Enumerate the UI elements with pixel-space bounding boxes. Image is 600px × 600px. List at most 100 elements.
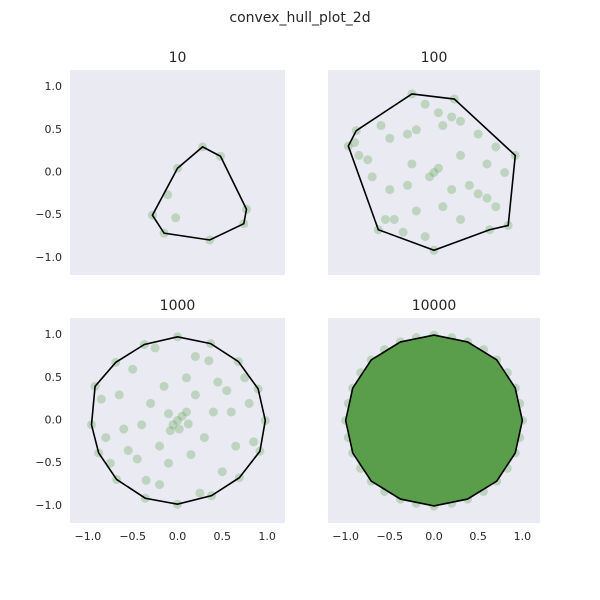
point	[473, 189, 483, 199]
plot-area	[70, 318, 285, 523]
point	[420, 99, 430, 109]
point	[222, 386, 232, 396]
point	[500, 168, 510, 177]
points	[341, 330, 527, 511]
point	[411, 125, 421, 135]
point	[101, 433, 111, 443]
point	[438, 121, 448, 131]
point	[380, 486, 390, 496]
point	[447, 112, 457, 122]
x-tick-label: 1.0	[258, 530, 276, 543]
convex-hull	[151, 145, 248, 241]
point	[407, 159, 417, 169]
y-tick-label: 0.0	[45, 414, 63, 427]
point	[190, 390, 200, 400]
point	[403, 129, 412, 139]
x-tick-label: 0.0	[169, 530, 187, 543]
plot-area	[70, 70, 285, 275]
convex-hull	[344, 334, 524, 507]
point	[168, 420, 178, 430]
y-tick-label: 0.5	[45, 123, 63, 136]
point	[164, 458, 174, 468]
convex-hull	[347, 93, 517, 252]
subplot-title: 100	[421, 50, 448, 66]
point	[199, 433, 209, 443]
y-tick-label: −1.0	[35, 499, 62, 512]
point	[403, 180, 412, 190]
point	[502, 368, 512, 378]
point	[398, 227, 408, 237]
point	[141, 475, 151, 485]
point	[447, 185, 457, 195]
y-tick-label: 1.0	[45, 80, 63, 93]
point	[164, 409, 174, 419]
point	[482, 159, 492, 169]
y-tick-label: −1.0	[35, 251, 62, 264]
plot-area	[328, 70, 540, 275]
x-tick-label: −1.0	[332, 530, 359, 543]
subplot: 10000 −1.0 −0.5 0.0 0.5 1.0	[328, 298, 540, 543]
point	[123, 445, 133, 455]
point	[128, 364, 138, 374]
point	[502, 463, 512, 473]
point	[491, 202, 501, 212]
point	[226, 407, 236, 417]
point	[150, 343, 160, 353]
point	[429, 168, 439, 177]
point	[181, 407, 191, 417]
x-tick-label: 0.5	[214, 530, 232, 543]
subplot-title: 1000	[160, 298, 196, 314]
point	[137, 420, 147, 430]
point	[482, 193, 492, 203]
point	[420, 232, 430, 242]
point	[204, 356, 214, 366]
point	[376, 121, 386, 131]
point	[155, 480, 165, 490]
point	[181, 373, 191, 383]
points	[147, 142, 251, 245]
subplot: 10 −1.0 −0.5 0.0 0.5 1.0	[35, 50, 285, 275]
point	[217, 467, 227, 477]
point	[363, 155, 373, 165]
points	[343, 89, 520, 255]
point	[478, 486, 488, 496]
point	[190, 351, 200, 361]
x-tick-label: 0.0	[425, 530, 443, 543]
point	[183, 419, 193, 429]
subplot-title: 10000	[412, 298, 457, 314]
point	[231, 441, 241, 451]
point	[411, 206, 421, 216]
subplot-title: 10	[169, 50, 187, 66]
point	[456, 214, 465, 224]
point-mass	[345, 335, 523, 506]
point	[367, 172, 377, 182]
point	[473, 129, 483, 139]
x-tick-label: 0.5	[469, 530, 487, 543]
figure-title: convex_hull_plot_2d	[229, 10, 370, 26]
point	[177, 411, 187, 421]
y-tick-label: −0.5	[35, 208, 62, 221]
point	[456, 150, 465, 160]
points	[87, 332, 270, 509]
point	[456, 116, 465, 126]
point	[119, 424, 129, 434]
point	[385, 185, 395, 195]
y-tick-label: 1.0	[45, 328, 63, 341]
point	[244, 398, 254, 408]
x-tick-label: 1.0	[514, 530, 532, 543]
point	[132, 454, 142, 464]
point	[385, 133, 395, 143]
point	[114, 390, 124, 400]
y-tick-label: 0.0	[45, 166, 63, 179]
point	[146, 398, 156, 408]
point	[380, 214, 390, 224]
point	[356, 463, 366, 473]
point	[174, 424, 184, 434]
point	[195, 488, 205, 498]
point	[389, 214, 399, 224]
point	[171, 213, 181, 223]
subplot: 1000 −1.0 −0.5 0.0 0.5 1.0 −1.0 −0.5 0.0 0.5 1.0	[35, 298, 285, 543]
point	[425, 172, 435, 182]
